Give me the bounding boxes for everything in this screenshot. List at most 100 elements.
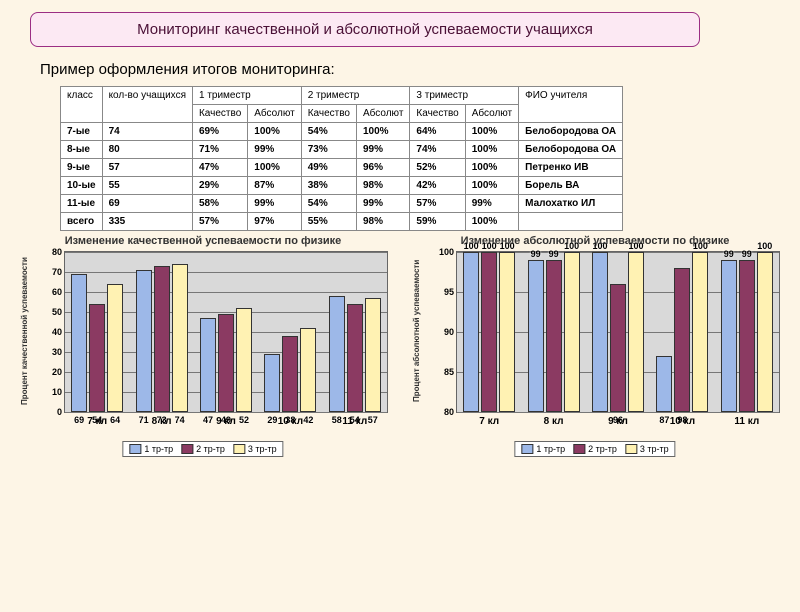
bar-value: 87 — [659, 415, 669, 425]
bar-value: 69 — [74, 415, 84, 425]
legend: 1 тр-тр2 тр-тр3 тр-тр — [122, 441, 283, 457]
table-cell: 55% — [301, 213, 356, 231]
y-tick: 50 — [52, 307, 62, 317]
left-chart: Изменение качественной успеваемости по ф… — [8, 239, 398, 459]
x-tick: 10 кл — [670, 416, 695, 427]
bar-group: 100100100 — [463, 252, 515, 412]
y-tick: 60 — [52, 287, 62, 297]
legend-label: 3 тр-тр — [248, 444, 277, 454]
table-cell: 97% — [248, 213, 301, 231]
y-axis-label: Процент качественной успеваемости — [20, 249, 30, 413]
x-tick: 11 кл — [734, 416, 759, 427]
bar: 64 — [107, 284, 123, 412]
col-header: кол-во учащихся — [102, 87, 192, 123]
table-cell: 42% — [410, 177, 465, 195]
x-tick: 8 кл — [152, 416, 172, 427]
bar-group: 8798100 — [656, 252, 708, 412]
table-cell: Белобородова ОА — [519, 141, 623, 159]
table-cell: 8-ые — [61, 141, 103, 159]
table-cell: 100% — [465, 123, 518, 141]
table-header: класскол-во учащихся1 триместр2 триместр… — [61, 87, 623, 123]
bar: 99 — [721, 260, 737, 412]
table-cell: 55 — [102, 177, 192, 195]
y-tick: 80 — [52, 247, 62, 257]
bar-value: 57 — [368, 415, 378, 425]
table-cell: 100% — [248, 159, 301, 177]
x-tick: 7 кл — [479, 416, 499, 427]
table-cell: всего — [61, 213, 103, 231]
y-tick: 40 — [52, 327, 62, 337]
legend-label: 1 тр-тр — [536, 444, 565, 454]
table-cell: 38% — [301, 177, 356, 195]
table-cell: 74 — [102, 123, 192, 141]
table-cell: 100% — [356, 123, 409, 141]
bar-value: 99 — [531, 249, 541, 259]
y-axis-label: Процент абсолютной успеваемости — [412, 249, 422, 413]
table-cell: 49% — [301, 159, 356, 177]
bar-group: 293842 — [264, 328, 316, 412]
table-cell: 74% — [410, 141, 465, 159]
col-header: 3 триместр — [410, 87, 519, 105]
bar: 100 — [463, 252, 479, 412]
bar: 73 — [154, 266, 170, 412]
table-cell: 11-ые — [61, 195, 103, 213]
sub-header: Абсолют — [465, 105, 518, 123]
chart-title: Изменение качественной успеваемости по ф… — [8, 235, 398, 247]
table-cell — [519, 213, 623, 231]
table-cell: 100% — [465, 213, 518, 231]
y-tick: 0 — [57, 407, 62, 417]
table-cell: 87% — [248, 177, 301, 195]
sub-header: Качество — [410, 105, 465, 123]
x-tick: 8 кл — [544, 416, 564, 427]
table-cell: 73% — [301, 141, 356, 159]
bar-group: 10096100 — [592, 252, 644, 412]
bar: 100 — [692, 252, 708, 412]
legend-swatch — [129, 444, 141, 454]
table-cell: 99% — [248, 195, 301, 213]
bar-value: 42 — [303, 415, 313, 425]
col-header: 2 триместр — [301, 87, 410, 105]
table-cell: Борель ВА — [519, 177, 623, 195]
y-tick: 70 — [52, 267, 62, 277]
bar-value: 64 — [110, 415, 120, 425]
y-tick: 95 — [444, 287, 454, 297]
bar: 54 — [89, 304, 105, 412]
table-cell: 57% — [410, 195, 465, 213]
table-cell: 98% — [356, 177, 409, 195]
legend-label: 2 тр-тр — [196, 444, 225, 454]
bar-value: 52 — [239, 415, 249, 425]
table-cell: Петренко ИВ — [519, 159, 623, 177]
bar: 100 — [592, 252, 608, 412]
bar: 58 — [329, 296, 345, 412]
table-cell: 99% — [248, 141, 301, 159]
table-cell: 99% — [356, 195, 409, 213]
table-cell: 98% — [356, 213, 409, 231]
bar: 52 — [236, 308, 252, 412]
bar: 96 — [610, 284, 626, 412]
bar-value: 100 — [500, 241, 515, 251]
table-cell: 99% — [356, 141, 409, 159]
table-cell: 54% — [301, 195, 356, 213]
bar-value: 74 — [175, 415, 185, 425]
bar: 99 — [739, 260, 755, 412]
legend-item: 1 тр-тр — [521, 444, 565, 454]
bar-value: 99 — [724, 249, 734, 259]
table-cell: 100% — [465, 141, 518, 159]
sub-header: Качество — [192, 105, 247, 123]
table-cell: 69% — [192, 123, 247, 141]
legend-swatch — [181, 444, 193, 454]
table-cell: 57 — [102, 159, 192, 177]
table-cell: 71% — [192, 141, 247, 159]
bar-group: 717374 — [136, 264, 188, 412]
y-tick: 85 — [444, 367, 454, 377]
sub-header: Качество — [301, 105, 356, 123]
table-cell: 99% — [465, 195, 518, 213]
table-cell: Малохатко ИЛ — [519, 195, 623, 213]
table-cell: 96% — [356, 159, 409, 177]
bar: 100 — [757, 252, 773, 412]
plot-area: 808590951001001001007 кл99991008 кл10096… — [456, 251, 780, 413]
bar: 54 — [347, 304, 363, 412]
bar: 100 — [564, 252, 580, 412]
table-cell: 59% — [410, 213, 465, 231]
bar-group: 585457 — [329, 296, 381, 412]
